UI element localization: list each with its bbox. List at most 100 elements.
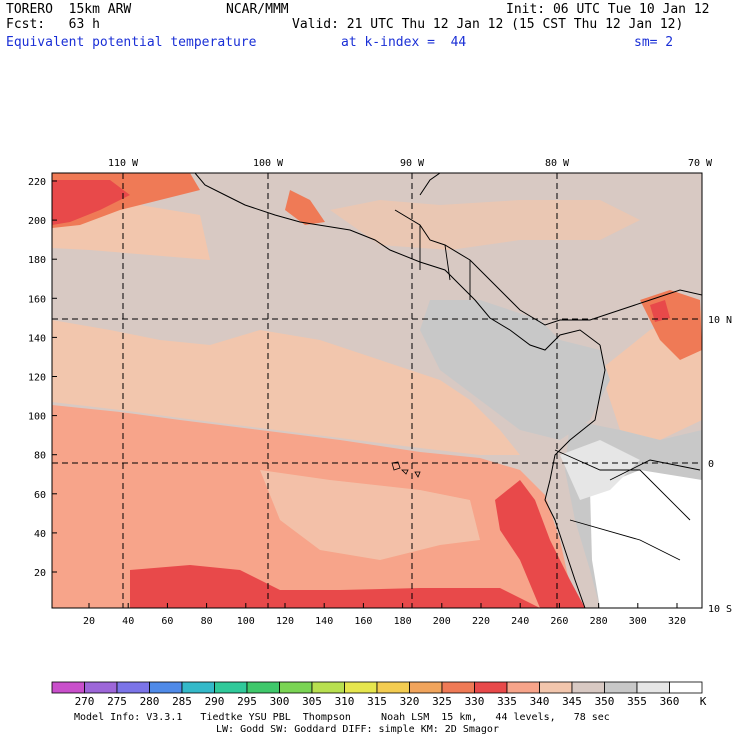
colorbar-swatch (409, 681, 443, 694)
colorbar-label: 285 (172, 695, 192, 708)
lat-label: 10 N (708, 315, 732, 326)
colorbar-swatch (506, 681, 540, 694)
y-tick-label: 180 (28, 255, 46, 266)
y-tick-label: 60 (34, 490, 46, 501)
colorbar-swatch (246, 681, 280, 694)
org-label: NCAR/MMM (226, 2, 289, 17)
x-tick-label: 200 (433, 616, 451, 627)
init-time: Init: 06 UTC Tue 10 Jan 12 (506, 2, 710, 17)
valid-time: Valid: 21 UTC Thu 12 Jan 12 (15 CST Thu … (292, 17, 684, 32)
colorbar-label: 295 (237, 695, 257, 708)
lon-label: 110 W (108, 158, 139, 169)
x-tick-label: 260 (550, 616, 568, 627)
y-tick-label: 80 (34, 451, 46, 462)
graticule (52, 173, 702, 608)
x-tick-label: 20 (83, 616, 95, 627)
smoothing-label: sm= 2 (634, 35, 674, 50)
colorbar-swatch (636, 681, 670, 694)
colorbar-swatch (279, 681, 313, 694)
x-tick-label: 320 (668, 616, 686, 627)
colorbar-boxes (51, 681, 703, 694)
y-tick-label: 220 (28, 177, 46, 188)
field-band-red-coast (285, 190, 325, 225)
field-band-red-colombia-core (650, 300, 670, 322)
y-tick-label: 100 (28, 412, 46, 423)
colorbar-swatch (149, 681, 183, 694)
colorbar-label: 355 (627, 695, 647, 708)
colorbar-label: 305 (302, 695, 322, 708)
x-tick-label: 220 (472, 616, 490, 627)
field-band-lightgray (420, 300, 610, 440)
colorbar-unit: K (700, 695, 707, 708)
x-tick-label: 120 (276, 616, 294, 627)
y-tick-label: 140 (28, 333, 46, 344)
colorbar-swatch (344, 681, 378, 694)
y-tick-label: 40 (34, 529, 46, 540)
axis-ticks (52, 180, 678, 608)
lon-label: 80 W (545, 158, 570, 169)
colorbar-swatch (376, 681, 410, 694)
x-tick-label: 140 (315, 616, 333, 627)
forecast-hour: Fcst: 63 h (6, 17, 100, 32)
lon-label: 70 W (688, 158, 713, 169)
colorbar-label: 345 (562, 695, 582, 708)
coastline-caribbean (394, 173, 702, 326)
y-tick-label: 120 (28, 373, 46, 384)
axis-labels: 110 W 100 W 90 W 80 W 70 W 10 N 0 10 S 220 200 180… (28, 158, 732, 627)
field-band-red-nw-core (52, 180, 130, 225)
colorbar-label: 335 (497, 695, 517, 708)
field-band-peach-2 (260, 470, 480, 560)
coastline-southamerica (544, 344, 606, 608)
colorbar-swatch (116, 681, 150, 694)
x-tick-label: 100 (237, 616, 255, 627)
field-band-peach (52, 320, 520, 455)
colorbar-swatch (669, 681, 703, 694)
plot-frame (51, 172, 703, 609)
colorbar-swatch (474, 681, 508, 694)
colorbar-label: 310 (335, 695, 355, 708)
colorbar-swatch (181, 681, 215, 694)
lon-label: 90 W (400, 158, 425, 169)
galapagos-islands (391, 461, 421, 478)
colorbar-label: 315 (367, 695, 387, 708)
y-tick-label: 20 (34, 568, 46, 579)
level-label: at k-index = 44 (341, 35, 467, 50)
colorbar-label: 280 (140, 695, 160, 708)
lon-label: 100 W (253, 158, 284, 169)
model-info: Model Info: V3.3.1 Tiedtke YSU PBL Thomp… (74, 712, 610, 723)
x-tick-label: 80 (201, 616, 213, 627)
colorbar-label: 275 (107, 695, 127, 708)
colorbar-swatch (311, 681, 345, 694)
lat-label: 0 (708, 459, 714, 470)
colorbar-label: 350 (595, 695, 615, 708)
colorbar-swatch (571, 681, 605, 694)
colorbar-swatch (441, 681, 475, 694)
field-name: Equivalent potential temperature (6, 35, 257, 50)
field-band-red-south (130, 565, 540, 608)
x-tick-label: 240 (511, 616, 529, 627)
field-band-red-peru (495, 480, 585, 608)
x-tick-label: 60 (161, 616, 173, 627)
colorbar-label: 360 (660, 695, 680, 708)
colorbar-label: 340 (530, 695, 550, 708)
colorbar-label: 290 (205, 695, 225, 708)
lat-label: 10 S (708, 604, 732, 615)
border-lines (419, 225, 701, 561)
x-tick-label: 280 (590, 616, 608, 627)
colorbar-swatch (539, 681, 573, 694)
x-tick-label: 40 (122, 616, 134, 627)
colorbar-label: 330 (465, 695, 485, 708)
colorbar-label: 300 (270, 695, 290, 708)
colorbar-label: 325 (432, 695, 452, 708)
colorbar-swatch (84, 681, 118, 694)
y-tick-label: 200 (28, 216, 46, 227)
x-tick-label: 180 (394, 616, 412, 627)
colorbar-label: 270 (75, 695, 95, 708)
x-tick-label: 300 (629, 616, 647, 627)
colorbar-swatch (604, 681, 638, 694)
colorbar-labels: 270 275 280 285 290 295 300 305 310 315 320 325 330 3… (75, 695, 707, 708)
colorbar-label: 320 (400, 695, 420, 708)
x-tick-label: 160 (354, 616, 372, 627)
